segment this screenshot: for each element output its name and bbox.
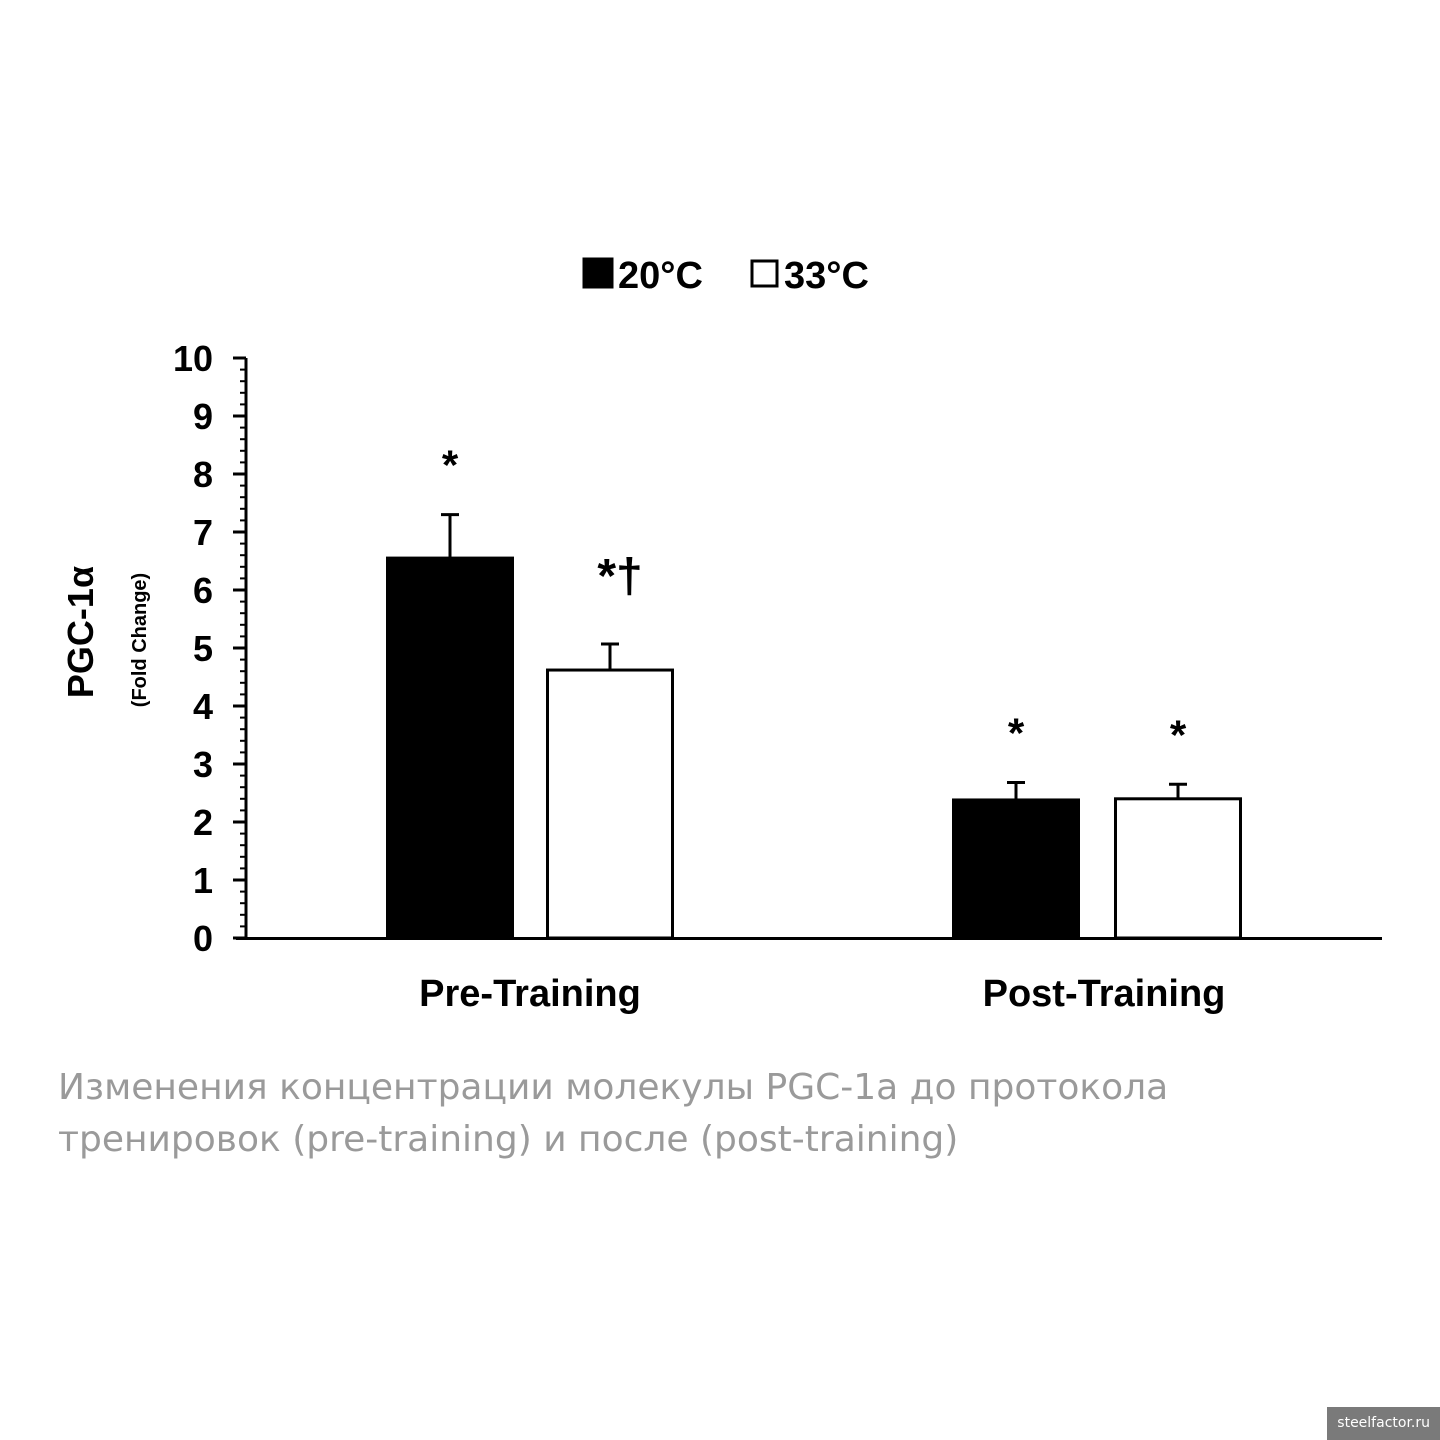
x-tick-label-pre-training: Pre-Training xyxy=(419,973,641,1015)
legend-label-20c: 20°C xyxy=(618,255,703,297)
watermark-badge: steelfactor.ru xyxy=(1327,1407,1440,1440)
bar-chart: 20°C 33°C PGC-1α (Fold Change) 0 1 2 3 4 5 6 7 8… xyxy=(60,255,1382,1015)
y-tick-label: 2 xyxy=(193,802,213,843)
y-tick-label: 1 xyxy=(193,860,213,901)
bar xyxy=(386,556,514,940)
bar xyxy=(546,668,674,940)
legend-label-33c: 33°C xyxy=(784,255,869,297)
y-tick-label: 7 xyxy=(193,512,213,553)
y-axis-title: PGC-1α (Fold Change) xyxy=(60,566,151,707)
y-tick-label: 0 xyxy=(193,918,213,959)
legend-swatch-20c xyxy=(582,257,614,289)
y-tick-label: 3 xyxy=(193,744,213,785)
significance-marker: *† xyxy=(597,550,642,603)
bar xyxy=(952,798,1080,940)
figure-caption: Изменения концентрации молекулы PGC-1a д… xyxy=(58,1067,1169,1160)
x-tick-label-post-training: Post-Training xyxy=(983,973,1226,1015)
y-tick-label: 10 xyxy=(173,338,213,379)
y-tick-label: 5 xyxy=(193,628,213,669)
significance-marker: * xyxy=(1008,710,1025,757)
y-tick-label: 9 xyxy=(193,396,213,437)
bar xyxy=(1114,797,1242,940)
significance-marker: * xyxy=(1170,711,1187,758)
y-axis-label: PGC-1α xyxy=(60,566,101,698)
significance-marker: * xyxy=(442,442,459,489)
y-tick-label: 4 xyxy=(193,686,213,727)
y-axis: 0 1 2 3 4 5 6 7 8 9 10 xyxy=(173,338,248,959)
y-tick-label: 8 xyxy=(193,454,213,495)
y-axis-sublabel: (Fold Change) xyxy=(129,573,151,707)
legend-swatch-33c xyxy=(750,259,779,288)
bars: * *† * * xyxy=(386,442,1242,940)
legend: 20°C 33°C xyxy=(582,255,869,297)
y-tick-label: 6 xyxy=(193,570,213,611)
